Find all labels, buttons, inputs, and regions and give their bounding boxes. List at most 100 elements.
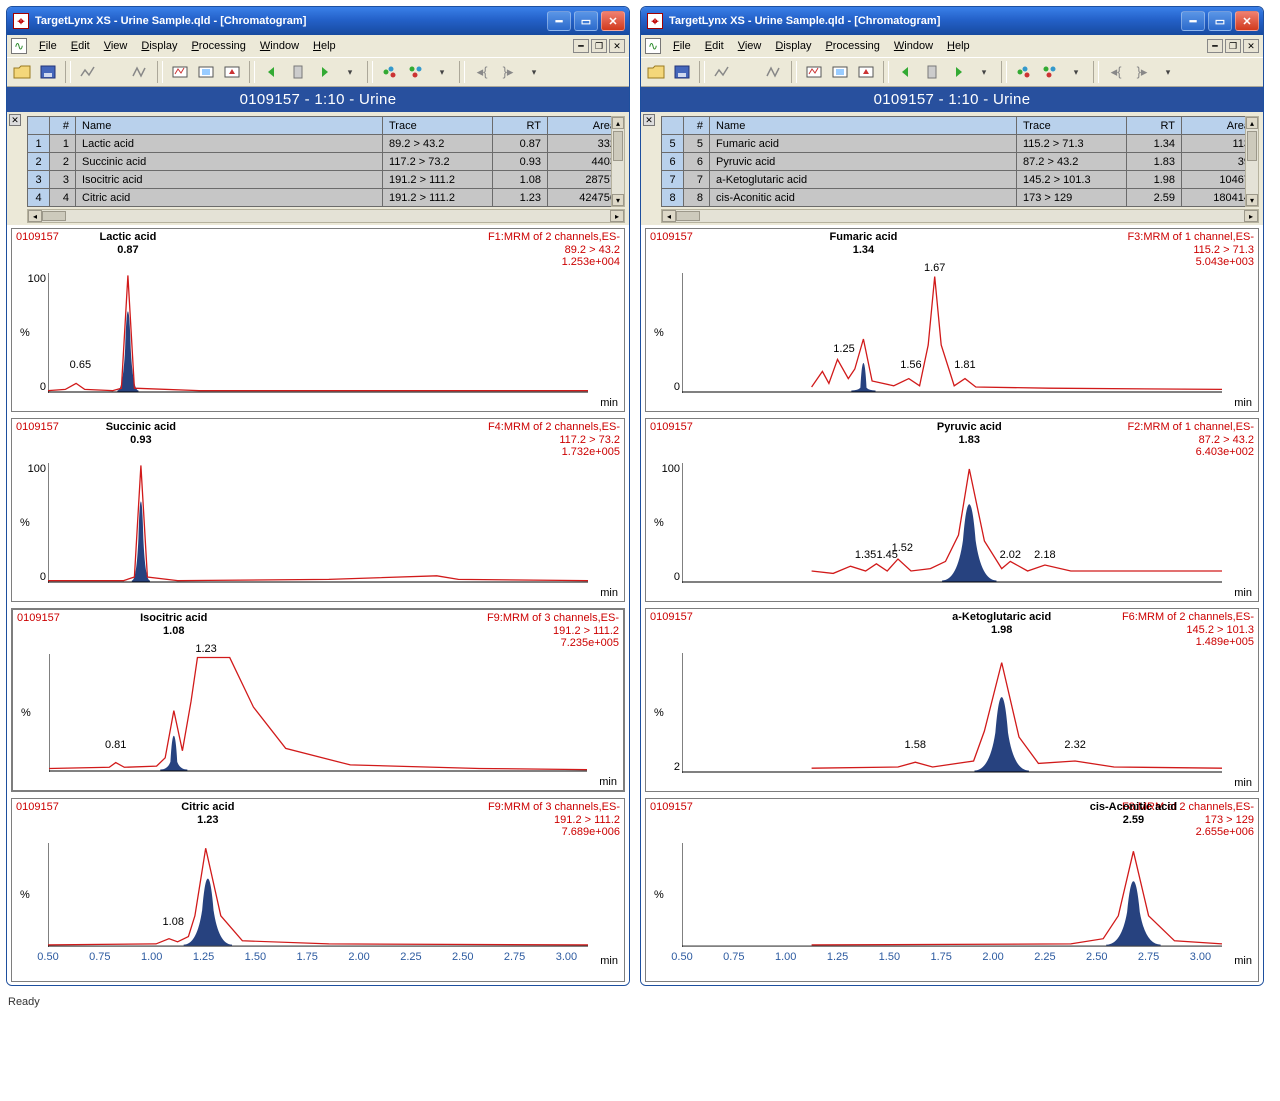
plot-area[interactable]: 0.811.23 [49,654,587,772]
toolbar-button-16[interactable] [379,61,401,83]
menu-edit[interactable]: Edit [65,38,96,54]
toolbar-button-22[interactable]: ▾ [1157,61,1179,83]
menu-edit[interactable]: Edit [699,38,730,54]
col-index[interactable]: # [684,117,710,135]
toolbar-button-13[interactable] [313,61,335,83]
menu-view[interactable]: View [98,38,134,54]
scroll-right-icon[interactable]: ▸ [1244,210,1258,222]
toolbar-button-17[interactable] [405,61,427,83]
toolbar-button-12[interactable] [921,61,943,83]
toolbar-button-18[interactable]: ▾ [431,61,453,83]
toolbar-button-5[interactable] [129,61,151,83]
row-header[interactable]: 4 [28,189,50,207]
menu-help[interactable]: Help [307,38,342,54]
toolbar-button-22[interactable]: ▾ [523,61,545,83]
toolbar-button-21[interactable]: }▸ [497,61,519,83]
col-rt[interactable]: RT [1127,117,1182,135]
table-row[interactable]: 1 1 Lactic acid 89.2 > 43.2 0.87 332 [28,135,623,153]
toolbar-button-4[interactable] [103,61,125,83]
col-trace[interactable]: Trace [383,117,493,135]
menu-view[interactable]: View [732,38,768,54]
mdi-close-button[interactable]: ✕ [1243,39,1259,53]
mdi-close-button[interactable]: ✕ [609,39,625,53]
scroll-down-icon[interactable]: ▾ [1246,194,1258,206]
table-row[interactable]: 4 4 Citric acid 191.2 > 111.2 1.23 42475… [28,189,623,207]
table-hscrollbar[interactable]: ◂ ▸ [27,209,625,223]
menu-window[interactable]: Window [888,38,939,54]
table-row[interactable]: 6 6 Pyruvic acid 87.2 > 43.2 1.83 39 [662,153,1257,171]
scroll-up-icon[interactable]: ▴ [612,117,624,129]
table-row[interactable]: 2 2 Succinic acid 117.2 > 73.2 0.93 4403 [28,153,623,171]
col-rowselector[interactable] [662,117,684,135]
row-header[interactable]: 3 [28,171,50,189]
row-header[interactable]: 8 [662,189,684,207]
table-row[interactable]: 7 7 a-Ketoglutaric acid 145.2 > 101.3 1.… [662,171,1257,189]
toolbar-button-20[interactable]: ◂{ [471,61,493,83]
toolbar-button-11[interactable] [895,61,917,83]
menu-window[interactable]: Window [254,38,305,54]
mdi-restore-button[interactable]: ❐ [591,39,607,53]
menu-help[interactable]: Help [941,38,976,54]
plot-area[interactable]: 1.251.561.671.81 [682,273,1222,393]
toolbar-button-1[interactable] [671,61,693,83]
toolbar-button-16[interactable] [1013,61,1035,83]
chromatogram-panel[interactable]: 0109157 F1:MRM of 2 channels,ES-89.2 > 4… [11,228,625,412]
table-hscrollbar[interactable]: ◂ ▸ [661,209,1259,223]
menu-processing[interactable]: Processing [185,38,251,54]
menu-display[interactable]: Display [135,38,183,54]
plot-area[interactable]: 1.08 [48,843,588,947]
compound-table[interactable]: # Name Trace RT Area 1 1 Lactic acid 89.… [27,116,623,207]
menu-file[interactable]: File [33,38,63,54]
toolbar-button-13[interactable] [947,61,969,83]
title-bar[interactable]: ⌖ TargetLynx XS - Urine Sample.qld - [Ch… [641,7,1263,35]
pane-close-icon[interactable]: ✕ [9,114,21,126]
toolbar-button-21[interactable]: }▸ [1131,61,1153,83]
plot-area[interactable] [682,843,1222,947]
row-header[interactable]: 2 [28,153,50,171]
toolbar-button-14[interactable]: ▾ [973,61,995,83]
toolbar-button-8[interactable] [195,61,217,83]
scroll-thumb[interactable] [42,211,66,221]
minimize-button[interactable]: ━ [1181,11,1205,31]
toolbar-button-11[interactable] [261,61,283,83]
toolbar-button-0[interactable] [11,61,33,83]
scroll-thumb[interactable] [676,211,700,221]
toolbar-button-14[interactable]: ▾ [339,61,361,83]
chromatogram-panel[interactable]: 0109157 F6:MRM of 2 channels,ES-145.2 > … [645,608,1259,792]
chromatogram-panel[interactable]: 0109157 F8:MRM of 2 channels,ES-173 > 12… [645,798,1259,982]
table-row[interactable]: 3 3 Isocitric acid 191.2 > 111.2 1.08 28… [28,171,623,189]
toolbar-button-3[interactable] [711,61,733,83]
scroll-thumb[interactable] [613,131,623,161]
mdi-minimize-button[interactable]: ━ [1207,39,1223,53]
scroll-down-icon[interactable]: ▾ [612,194,624,206]
menu-processing[interactable]: Processing [819,38,885,54]
toolbar-button-12[interactable] [287,61,309,83]
compound-table[interactable]: # Name Trace RT Area 5 5 Fumaric acid 11… [661,116,1257,207]
maximize-button[interactable]: ▭ [1208,11,1232,31]
col-trace[interactable]: Trace [1017,117,1127,135]
toolbar-button-17[interactable] [1039,61,1061,83]
table-vscrollbar[interactable]: ▴ ▾ [1245,116,1259,207]
chromatogram-panel[interactable]: 0109157 F9:MRM of 3 channels,ES-191.2 > … [11,798,625,982]
toolbar-button-5[interactable] [763,61,785,83]
plot-area[interactable]: 0.65 [48,273,588,393]
maximize-button[interactable]: ▭ [574,11,598,31]
row-header[interactable]: 1 [28,135,50,153]
toolbar-button-20[interactable]: ◂{ [1105,61,1127,83]
col-name[interactable]: Name [76,117,383,135]
mdi-restore-button[interactable]: ❐ [1225,39,1241,53]
table-row[interactable]: 5 5 Fumaric acid 115.2 > 71.3 1.34 113 [662,135,1257,153]
col-rt[interactable]: RT [493,117,548,135]
plot-area[interactable]: 1.582.32 [682,653,1222,773]
minimize-button[interactable]: ━ [547,11,571,31]
chromatogram-panel[interactable]: 0109157 F9:MRM of 3 channels,ES-191.2 > … [11,608,625,792]
row-header[interactable]: 5 [662,135,684,153]
toolbar-button-9[interactable] [855,61,877,83]
chromatogram-panel[interactable]: 0109157 F4:MRM of 2 channels,ES-117.2 > … [11,418,625,602]
chromatogram-panel[interactable]: 0109157 F2:MRM of 1 channel,ES-87.2 > 43… [645,418,1259,602]
scroll-left-icon[interactable]: ◂ [28,210,42,222]
menu-file[interactable]: File [667,38,697,54]
col-name[interactable]: Name [710,117,1017,135]
scroll-left-icon[interactable]: ◂ [662,210,676,222]
toolbar-button-1[interactable] [37,61,59,83]
